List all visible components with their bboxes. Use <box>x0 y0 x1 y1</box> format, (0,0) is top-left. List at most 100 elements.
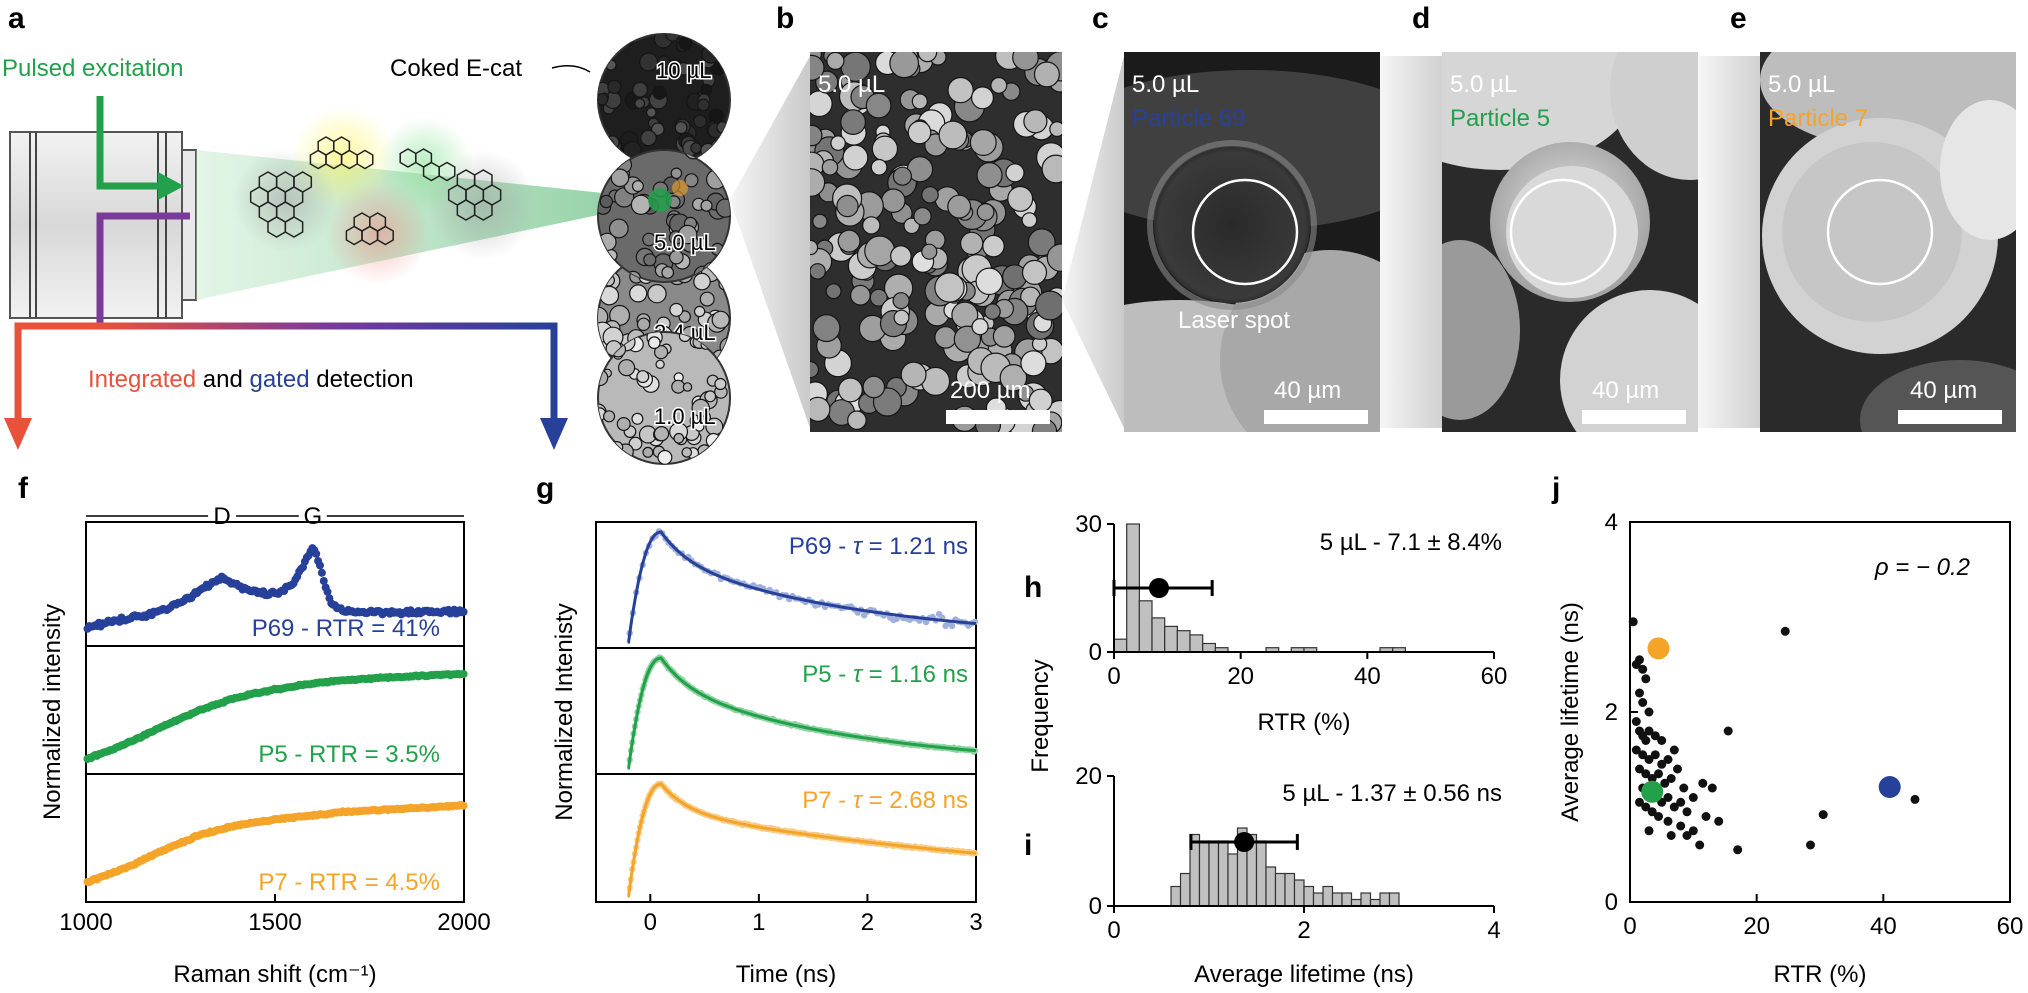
particle <box>719 273 730 282</box>
chart-g-series-1 <box>626 654 979 770</box>
panel-letter-j: j <box>1551 472 1560 505</box>
micrograph-c-particle: Particle 69 <box>1132 105 1245 132</box>
chart-g-xtick-label: 1 <box>752 909 765 936</box>
particle <box>616 417 631 432</box>
chart-j-point <box>1635 797 1644 807</box>
chart-j-ytick-label: 2 <box>1605 699 1618 726</box>
particle <box>693 66 704 77</box>
chart-j-point <box>1682 831 1692 840</box>
chart-j-point <box>1635 655 1644 665</box>
chart-h-mean-marker <box>1148 578 1169 598</box>
chart-j-point <box>1663 793 1673 802</box>
chart-j-point <box>1688 793 1698 802</box>
chart-j-point <box>1688 826 1698 836</box>
chart-j-point <box>1638 750 1648 760</box>
panel-a-schematic: Pulsed excitation Integrated and gate <box>2 33 810 465</box>
excitation-arrow-head <box>158 172 184 200</box>
chart-i-bar <box>1265 866 1277 907</box>
chart-j-highlight-point <box>1878 776 1901 798</box>
molecule-hexagon <box>356 149 374 170</box>
chart-i-bar <box>1322 885 1334 907</box>
chart-h-bar <box>1202 642 1216 653</box>
chart-j-point <box>1910 794 1920 804</box>
particle <box>982 234 1005 258</box>
panel-letter-e: e <box>1730 2 1747 35</box>
particle <box>650 122 665 136</box>
chart-j-point <box>1644 755 1654 764</box>
particle <box>889 52 920 79</box>
particle <box>947 76 974 104</box>
particle <box>1041 154 1062 184</box>
particle <box>1049 121 1062 137</box>
chart-j-ytick-label: 4 <box>1605 509 1618 536</box>
chart-h-bar <box>1138 600 1153 653</box>
micrograph-b-scalebar <box>946 410 1050 424</box>
micrograph-b-scale-label: 200 µm <box>950 377 1031 404</box>
chart-j-point <box>1733 845 1743 855</box>
particle <box>1046 243 1062 272</box>
svg-text:10 µL: 10 µL <box>656 58 712 83</box>
micrograph-c-scale-label: 40 µm <box>1274 377 1341 404</box>
chart-h-bar <box>1164 625 1178 653</box>
particle <box>810 396 831 422</box>
chart-f-series-1 <box>83 669 468 763</box>
particle <box>984 303 1001 320</box>
particle <box>715 254 730 269</box>
particle <box>999 363 1028 392</box>
chart-f-point <box>459 801 468 810</box>
particle <box>810 168 826 197</box>
chart-i-mean-marker <box>1234 832 1255 852</box>
micrograph-d-particle: Particle 5 <box>1450 105 1550 132</box>
chart-j-point <box>1647 774 1657 783</box>
particle <box>636 317 651 331</box>
chart-g-series-label-2: P7 - τ = 2.68 ns <box>802 787 968 814</box>
particle <box>970 86 994 110</box>
particle <box>976 162 1003 189</box>
particle <box>634 98 646 109</box>
chart-i-annotation: 5 µL - 1.37 ± 0.56 ns <box>1282 780 1502 807</box>
particle <box>1005 163 1025 183</box>
chart-f-series-label-0: P69 - RTR = 41% <box>252 615 440 642</box>
detection-arrow-left-head <box>4 418 32 450</box>
particle <box>676 62 691 76</box>
particle <box>630 194 652 215</box>
particle <box>713 154 730 166</box>
coke-molecules <box>249 136 502 246</box>
micrograph-c: Laser spot 5.0 µL Particle 69 40 µm <box>1124 52 1380 432</box>
micrograph-d-scalebar <box>1582 410 1686 424</box>
particle <box>699 291 715 307</box>
chart-i-bar <box>1208 840 1220 907</box>
chart-f-point <box>323 587 332 596</box>
particle <box>717 439 730 459</box>
chart-i-bar <box>1274 872 1286 907</box>
chart-j-point <box>1638 698 1648 707</box>
particle <box>850 284 871 306</box>
particle <box>880 188 906 213</box>
molecule-hexagon <box>345 225 363 246</box>
particle <box>642 232 656 247</box>
zoom-wedge-c <box>1062 56 1124 428</box>
chart-f-series-label-2: P7 - RTR = 4.5% <box>258 869 440 896</box>
chart-j-point <box>1679 783 1689 793</box>
particle <box>669 302 684 317</box>
chart-g-point <box>948 622 956 630</box>
excitation-arrow <box>96 96 160 190</box>
particle <box>1020 350 1047 377</box>
particle <box>892 292 910 310</box>
zoom-wedge-b <box>730 56 810 428</box>
particle <box>632 81 648 98</box>
chart-j-point <box>1647 807 1657 817</box>
particle <box>657 449 673 464</box>
particle <box>821 159 839 176</box>
particle <box>907 120 932 145</box>
particle <box>815 70 839 94</box>
particle <box>870 158 888 176</box>
particle <box>810 239 819 256</box>
particle <box>715 47 730 63</box>
particle <box>871 135 899 162</box>
detection-label: Integrated and gated detection <box>88 366 414 393</box>
panel-letter-d: d <box>1412 2 1430 35</box>
particle <box>934 272 965 303</box>
